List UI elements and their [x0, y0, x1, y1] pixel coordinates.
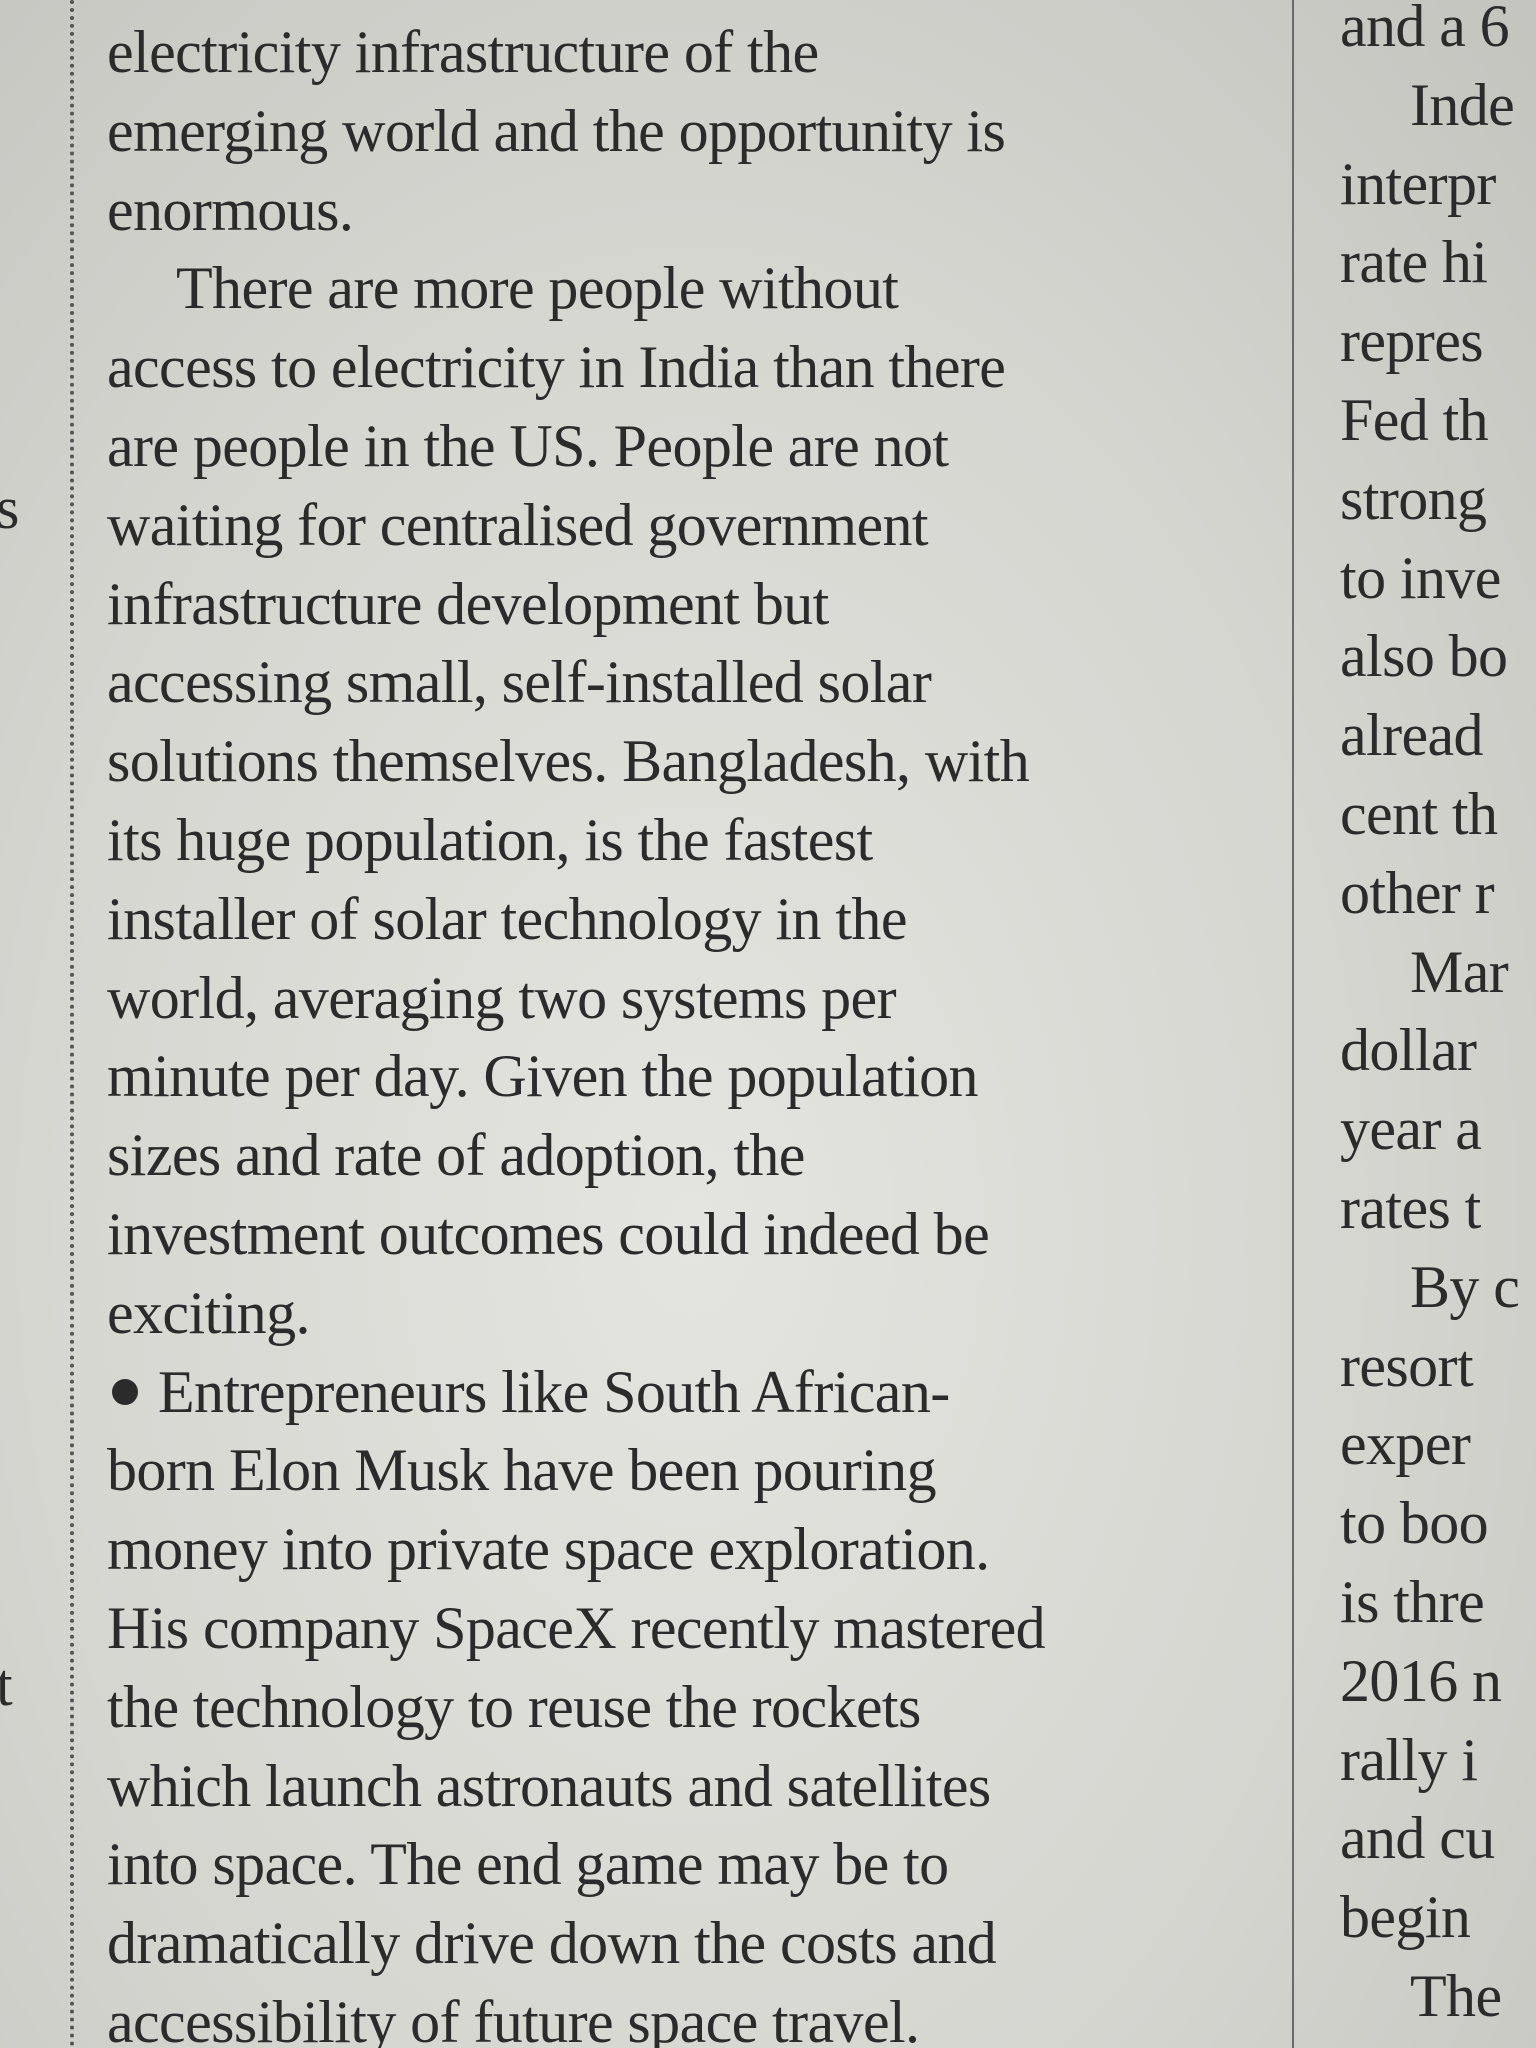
text-line: year a — [1340, 1096, 1482, 1163]
text-line: Inde — [1410, 71, 1515, 138]
text-line: access to electricity in India than ther… — [107, 334, 1006, 401]
text-line: investment outcomes could indeed be — [107, 1201, 990, 1267]
margin-fragment: s — [0, 475, 19, 541]
text-line: 2016 n — [1340, 1647, 1502, 1714]
text-line: also bo — [1340, 623, 1508, 690]
text-line: electricity infrastructure of the — [107, 19, 819, 85]
column-rule — [1292, 0, 1294, 2048]
text-line: begin — [1340, 1884, 1471, 1951]
text-line: infrastructure development but — [107, 570, 829, 637]
text-line: rate hi — [1340, 229, 1488, 296]
text-line: dramatically drive down the costs and — [107, 1910, 997, 1977]
text-line: to inve — [1340, 544, 1501, 611]
margin-fragment: t — [0, 1652, 13, 1718]
text-line: cent th — [1340, 781, 1498, 847]
text-line: There are more people without — [176, 255, 899, 322]
text-line: rally i — [1340, 1726, 1478, 1793]
text-line: and cu — [1340, 1805, 1495, 1872]
bullet — [112, 1378, 138, 1405]
text-line: its huge population, is the fastest — [107, 807, 873, 873]
text-line: which launch astronauts and satellites — [107, 1752, 991, 1819]
text-line: rates t — [1340, 1175, 1481, 1241]
text-line: His company SpaceX recently mastered — [107, 1595, 1046, 1661]
text-line: exciting. — [107, 1279, 310, 1346]
text-line: dollar — [1340, 1017, 1477, 1084]
dotted-column-rule — [70, 0, 74, 2048]
text-line: Fed th — [1340, 387, 1489, 453]
text-line: emerging world and the opportunity is — [107, 97, 1006, 164]
text-line: waiting for centralised government — [107, 491, 929, 558]
text-line: interpr — [1340, 150, 1496, 217]
text-line: strong — [1340, 465, 1487, 532]
text-line: accessibility of future space travel. — [107, 1989, 920, 2048]
text-line: repres — [1340, 308, 1484, 375]
text-line: accessing small, self-installed solar — [107, 649, 932, 716]
text-line: the technology to reuse the rockets — [107, 1673, 921, 1740]
text-line: alread — [1340, 702, 1484, 769]
text-line: money into private space exploration. — [107, 1516, 990, 1583]
text-line: sizes and rate of adoption, the — [107, 1122, 805, 1189]
text-line: to boo — [1340, 1490, 1489, 1557]
text-line: are people in the US. People are not — [107, 413, 949, 479]
text-line: other r — [1340, 859, 1495, 926]
text-line: exper — [1340, 1411, 1471, 1478]
text-line: Entrepreneurs like South African- — [158, 1358, 950, 1425]
text-line: installer of solar technology in the — [107, 885, 907, 952]
text-line: is thre — [1340, 1569, 1485, 1635]
text-line: born Elon Musk have been pouring — [107, 1437, 937, 1504]
text-line: and a 6 — [1340, 0, 1510, 59]
right-column: and a 6 Inde interpr rate hi repres Fed th str… — [1300, 0, 1536, 2048]
text-line: into space. The end game may be to — [107, 1831, 949, 1898]
text-line: The — [1410, 1963, 1502, 2029]
text-line: resort — [1340, 1332, 1474, 1399]
text-line: world, averaging two systems per — [107, 964, 897, 1031]
text-line: solutions themselves. Bangladesh, with — [107, 728, 1030, 795]
text-line: Mar — [1410, 938, 1509, 1005]
text-line: By c — [1410, 1253, 1520, 1320]
text-line: minute per day. Given the population — [107, 1043, 979, 1110]
text-line: enormous. — [107, 176, 354, 243]
